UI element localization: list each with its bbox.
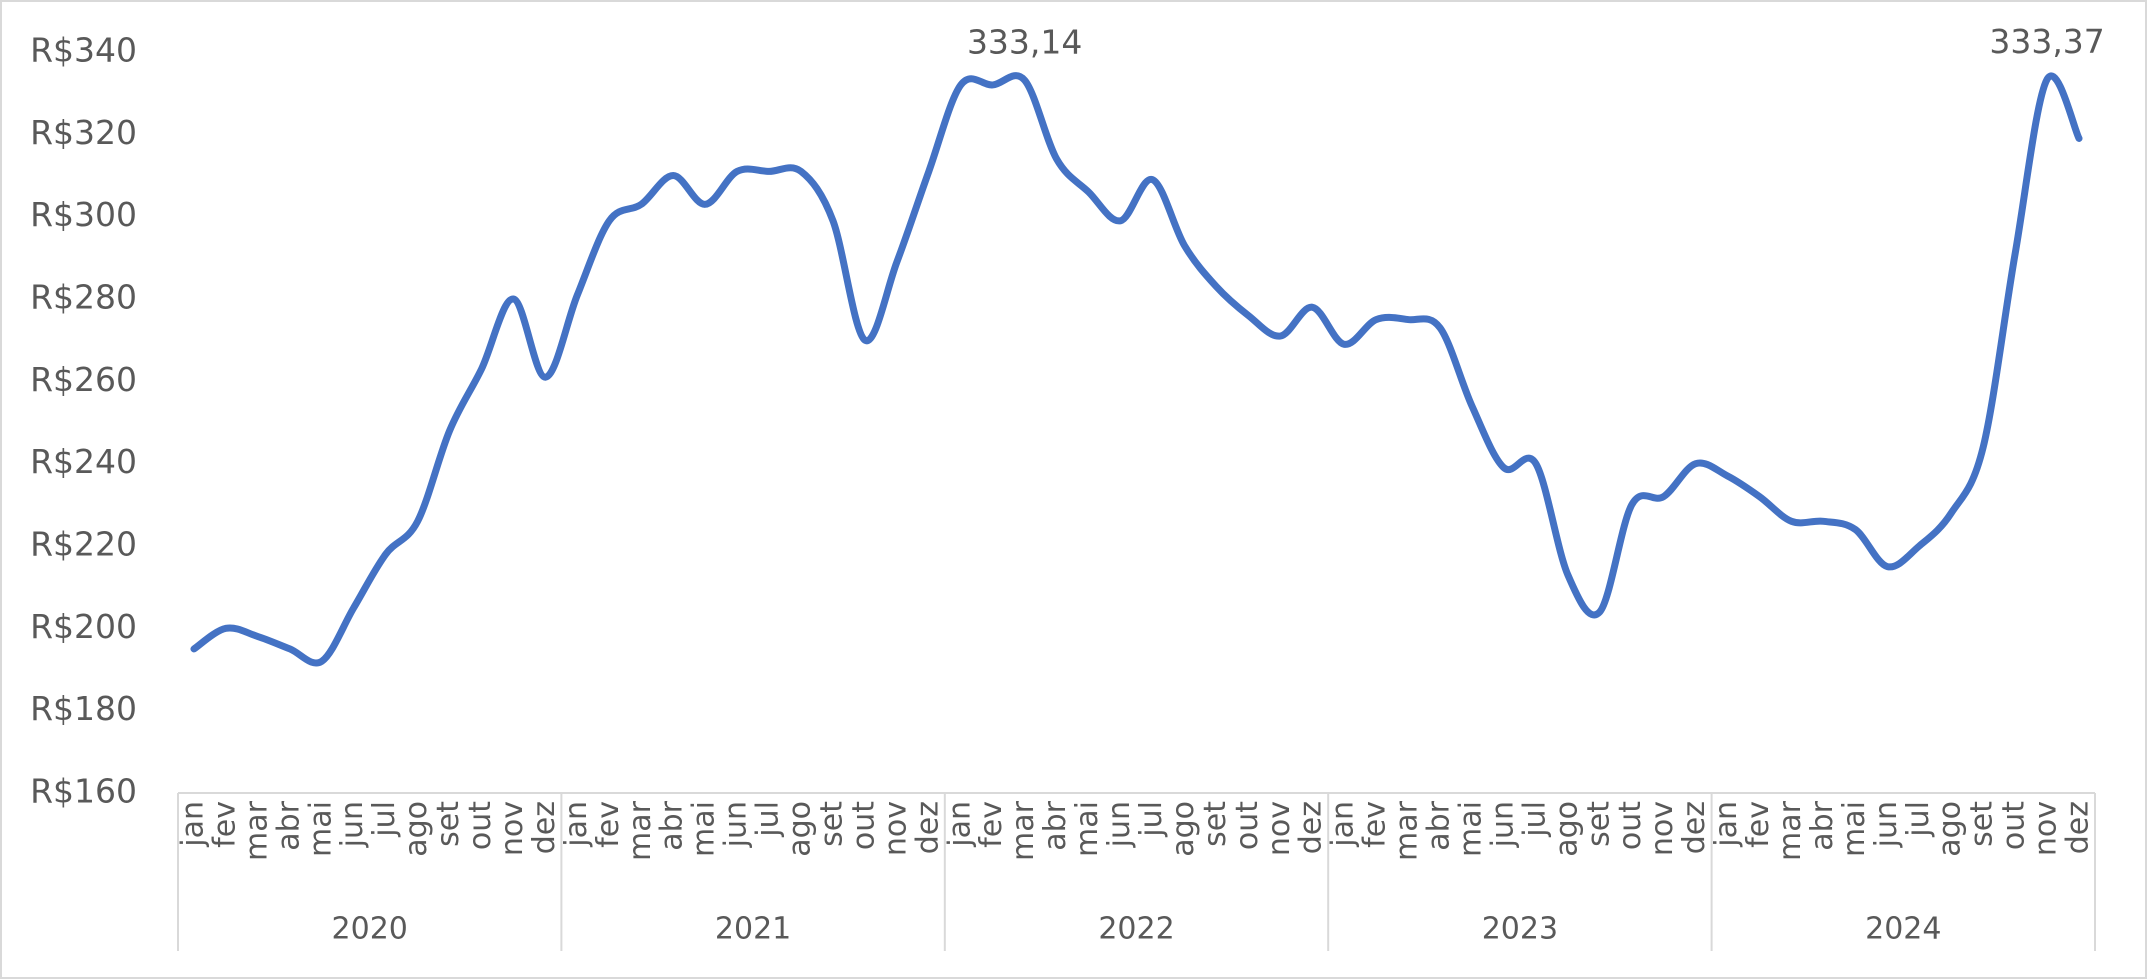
x-tick-label: mar bbox=[1773, 800, 1808, 861]
x-tick-label: set bbox=[1198, 801, 1233, 847]
x-tick-label: fev bbox=[974, 801, 1009, 848]
x-tick-label: mar bbox=[1390, 800, 1425, 861]
x-tick-label: abr bbox=[271, 800, 306, 850]
x-tick-label: dez bbox=[1294, 801, 1329, 854]
x-tick-label: jul bbox=[1901, 801, 1936, 838]
x-tick-label: jan bbox=[175, 801, 210, 848]
x-tick-label: ago bbox=[1549, 801, 1584, 857]
x-tick-label: jul bbox=[751, 801, 786, 838]
x-tick-label: mai bbox=[1453, 801, 1488, 857]
x-tick-label: dez bbox=[910, 801, 945, 854]
x-tick-label: mai bbox=[1070, 801, 1105, 857]
x-tick-label: set bbox=[1581, 801, 1616, 847]
x-tick-label: dez bbox=[527, 801, 562, 854]
year-label: 2024 bbox=[1865, 912, 1941, 947]
y-tick-label: R$260 bbox=[30, 360, 137, 399]
x-tick-label: jan bbox=[1709, 801, 1744, 848]
x-tick-label: dez bbox=[1677, 801, 1712, 854]
data-label: 333,37 bbox=[1989, 22, 2104, 61]
x-tick-label: jan bbox=[942, 801, 977, 848]
y-tick-label: R$280 bbox=[30, 278, 137, 317]
x-tick-label: mai bbox=[303, 801, 338, 857]
x-tick-label: jun bbox=[335, 801, 370, 848]
y-tick-label: R$180 bbox=[30, 689, 137, 728]
y-tick-label: R$240 bbox=[30, 442, 137, 481]
x-tick-label: fev bbox=[1358, 801, 1393, 848]
x-tick-label: ago bbox=[783, 801, 818, 857]
x-tick-label: jun bbox=[719, 801, 754, 848]
y-tick-label: R$200 bbox=[30, 607, 137, 646]
x-tick-label: ago bbox=[1166, 801, 1201, 857]
x-tick-label: set bbox=[431, 801, 466, 847]
x-tick-label: nov bbox=[1645, 801, 1680, 856]
x-tick-label: jun bbox=[1869, 801, 1904, 848]
x-tick-label: jul bbox=[1517, 801, 1552, 838]
x-tick-label: fev bbox=[1741, 801, 1776, 848]
x-tick-label: jan bbox=[559, 801, 594, 848]
x-tick-label: abr bbox=[655, 800, 690, 850]
y-tick-label: R$340 bbox=[30, 31, 137, 70]
x-tick-label: nov bbox=[878, 801, 913, 856]
x-tick-label: ago bbox=[399, 801, 434, 857]
year-label: 2021 bbox=[715, 912, 791, 947]
x-tick-label: abr bbox=[1805, 800, 1840, 850]
y-tick-label: R$320 bbox=[30, 113, 137, 152]
data-label: 333,14 bbox=[967, 23, 1082, 62]
x-tick-label: mai bbox=[1837, 801, 1872, 857]
x-tick-label: jan bbox=[1326, 801, 1361, 848]
x-tick-label: jul bbox=[1134, 801, 1169, 838]
x-tick-label: nov bbox=[2029, 801, 2064, 856]
x-tick-label: jun bbox=[1102, 801, 1137, 848]
x-tick-label: fev bbox=[591, 801, 626, 848]
y-tick-label: R$220 bbox=[30, 525, 137, 564]
x-tick-label: out bbox=[1613, 801, 1648, 850]
year-label: 2023 bbox=[1482, 912, 1558, 947]
x-tick-label: out bbox=[1997, 801, 2032, 850]
x-tick-label: jun bbox=[1485, 801, 1520, 848]
x-tick-label: abr bbox=[1422, 800, 1457, 850]
x-tick-label: nov bbox=[495, 801, 530, 856]
line bbox=[190, 72, 2083, 667]
x-tick-label: out bbox=[846, 801, 881, 850]
y-tick-label: R$160 bbox=[30, 772, 137, 811]
x-tick-label: nov bbox=[1262, 801, 1297, 856]
x-tick-label: set bbox=[814, 801, 849, 847]
x-tick-label: dez bbox=[2061, 801, 2096, 854]
x-tick-label: out bbox=[1230, 801, 1265, 850]
year-label: 2022 bbox=[1098, 912, 1174, 947]
x-tick-label: out bbox=[463, 801, 498, 850]
x-tick-label: mar bbox=[1006, 800, 1041, 861]
x-tick-label: mar bbox=[623, 800, 658, 861]
x-tick-label: mar bbox=[239, 800, 274, 861]
x-tick-label: ago bbox=[1933, 801, 1968, 857]
y-tick-label: R$300 bbox=[30, 195, 137, 234]
x-tick-label: jul bbox=[367, 801, 402, 838]
x-tick-label: mai bbox=[687, 801, 722, 857]
x-tick-label: fev bbox=[207, 801, 242, 848]
year-label: 2020 bbox=[332, 912, 408, 947]
x-tick-label: abr bbox=[1038, 800, 1073, 850]
x-tick-label: set bbox=[1965, 801, 2000, 847]
